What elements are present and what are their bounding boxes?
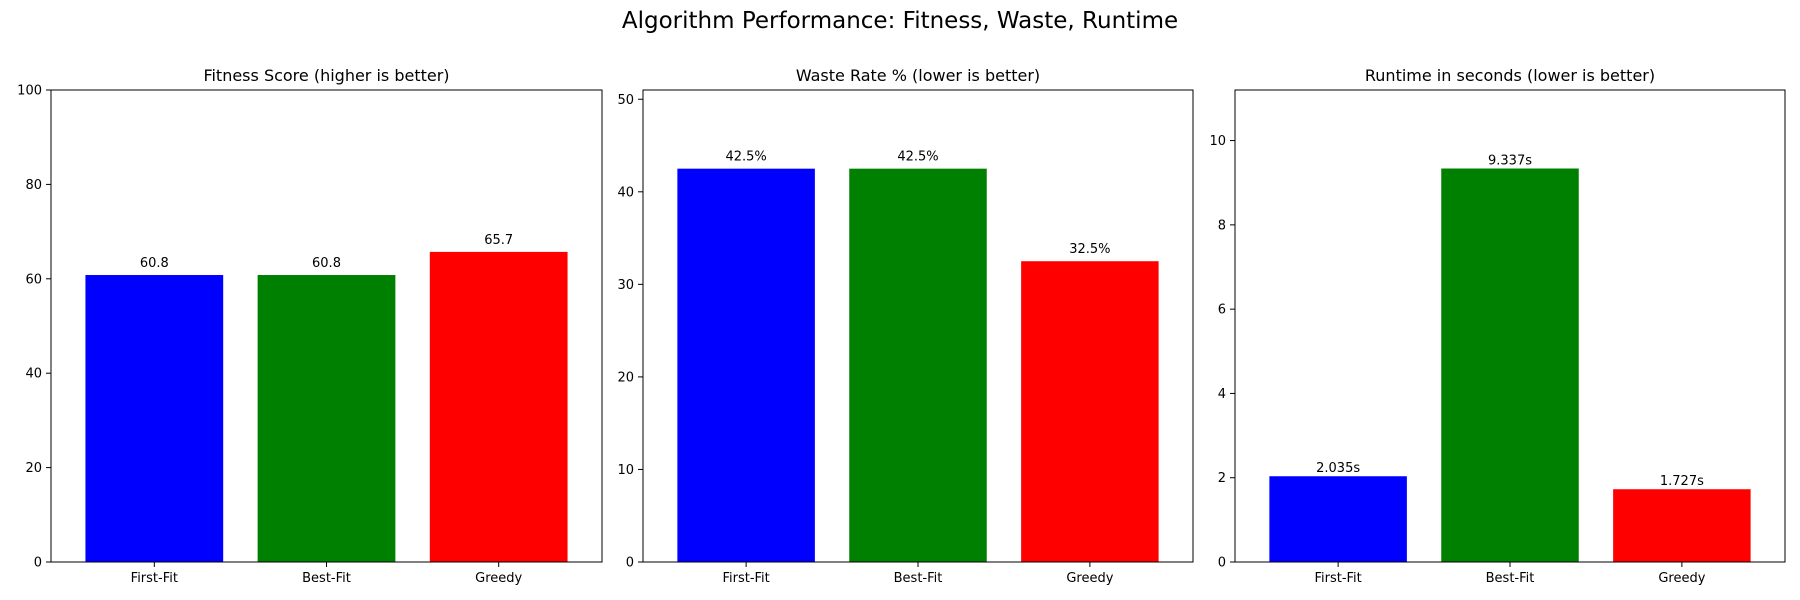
bar-value-label: 42.5% — [725, 150, 766, 165]
bar-first-fit — [1269, 476, 1407, 562]
x-tick-label: Best-Fit — [894, 571, 943, 586]
x-tick-label: First-Fit — [722, 571, 769, 586]
bar-greedy — [1613, 489, 1751, 562]
bar-value-label: 60.8 — [140, 256, 169, 271]
bar-greedy — [429, 251, 568, 562]
y-tick-label: 0 — [626, 556, 634, 571]
x-tick-label: First-Fit — [131, 571, 178, 586]
y-tick-label: 0 — [1218, 556, 1226, 571]
y-tick-label: 40 — [617, 185, 634, 200]
y-tick-label: 10 — [1209, 134, 1226, 149]
y-tick-label: 20 — [25, 461, 42, 476]
y-tick-label: 8 — [1218, 218, 1226, 233]
panel-2-title: Waste Rate % (lower is better) — [796, 66, 1040, 85]
x-tick-label: Greedy — [1658, 571, 1705, 586]
x-tick-label: Best-Fit — [302, 571, 351, 586]
bar-first-fit — [677, 168, 815, 562]
y-tick-label: 4 — [1218, 387, 1226, 402]
x-tick-label: First-Fit — [1314, 571, 1361, 586]
x-tick-label: Best-Fit — [1486, 571, 1535, 586]
bar-greedy — [1021, 261, 1159, 562]
y-tick-label: 80 — [25, 178, 42, 193]
x-tick-label: Greedy — [1066, 571, 1113, 586]
bar-value-label: 65.7 — [484, 233, 513, 248]
y-tick-label: 100 — [17, 84, 42, 99]
bar-best-fit — [1441, 168, 1579, 562]
bar-best-fit — [257, 275, 396, 562]
y-tick-label: 6 — [1218, 303, 1226, 318]
y-tick-label: 30 — [617, 278, 634, 293]
figure-title: Algorithm Performance: Fitness, Waste, R… — [621, 8, 1179, 34]
bar-value-label: 9.337s — [1488, 154, 1532, 169]
y-tick-label: 20 — [617, 370, 634, 385]
bar-value-label: 1.727s — [1660, 474, 1704, 489]
bar-value-label: 32.5% — [1069, 242, 1110, 257]
panel-1-title: Fitness Score (higher is better) — [203, 66, 449, 85]
bar-value-label: 42.5% — [897, 150, 938, 165]
bar-value-label: 60.8 — [312, 256, 341, 271]
bar-value-label: 2.035s — [1316, 461, 1360, 476]
panel-3-title: Runtime in seconds (lower is better) — [1365, 66, 1655, 85]
bar-best-fit — [849, 168, 987, 562]
y-tick-label: 0 — [34, 556, 42, 571]
y-tick-label: 60 — [25, 272, 42, 287]
y-tick-label: 10 — [617, 463, 634, 478]
x-tick-label: Greedy — [475, 571, 522, 586]
y-tick-label: 50 — [617, 93, 634, 108]
bar-first-fit — [85, 275, 224, 562]
y-tick-label: 40 — [25, 367, 42, 382]
y-tick-label: 2 — [1218, 471, 1226, 486]
